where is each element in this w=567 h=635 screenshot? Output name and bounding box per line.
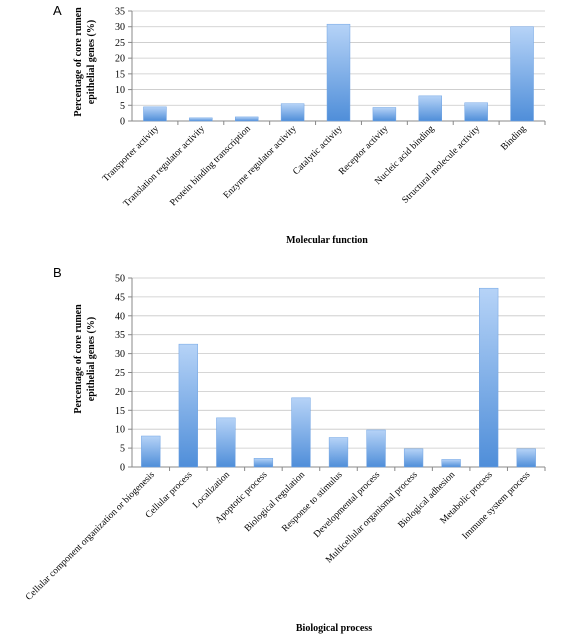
- panel-a-bar: [143, 106, 167, 122]
- panel-a-ytick-label: 30: [115, 22, 125, 33]
- panel-a-bar: [280, 103, 305, 122]
- panel-b-ytick-label: 10: [115, 425, 125, 436]
- panel-b-bar: [328, 437, 349, 468]
- panel-b-xlabel: Biological process: [296, 623, 372, 634]
- panel-b-ylabel-line-2: epithelial genes (%): [86, 317, 97, 401]
- panel-b-bar: [441, 459, 461, 468]
- panel-a-ytick-label: 0: [120, 117, 125, 128]
- panel-b-bar: [216, 417, 236, 468]
- panel-b-ytick-label: 45: [115, 292, 125, 303]
- panel-a-category-label: Binding: [499, 124, 528, 153]
- panel-b-category-label: Developmental process: [312, 470, 382, 540]
- panel-a-bar: [510, 26, 534, 122]
- panel-a-bar: [418, 95, 442, 122]
- panel-a-ytick-label: 20: [115, 54, 125, 65]
- panel-a-category-label: Protein binding transcription: [169, 124, 253, 208]
- panel-b-bar: [516, 448, 536, 468]
- panel-a-category-label: Structural molecule activity: [401, 124, 483, 206]
- panel-letter-a: A: [53, 3, 62, 18]
- panel-b-plot: 0 5 10 15 20 25 30 35 40 45 50 Cellular component o…: [24, 274, 546, 603]
- panel-b-bar: [366, 429, 386, 468]
- panel-b-ytick-label: 20: [115, 387, 125, 398]
- panel-b-ytick-label: 40: [115, 311, 125, 322]
- panel-a-ylabel-line-2: epithelial genes (%): [86, 20, 97, 104]
- panel-a-ylabel-line-1: Percentage of core rumen: [73, 7, 84, 117]
- panel-b-ytick-label: 30: [115, 349, 125, 360]
- panel-b-bar: [141, 435, 161, 468]
- panel-b-bar: [253, 458, 274, 468]
- panel-b-bar: [479, 287, 499, 468]
- panel-a-bar: [464, 102, 488, 122]
- panel-a-ytick-label: 35: [115, 7, 125, 18]
- panel-b-ytick-label: 25: [115, 368, 125, 379]
- panel-a-ytick-label: 15: [115, 69, 125, 80]
- panel-a-category-label: Receptor activity: [337, 124, 390, 177]
- panel-b-ytick-label: 35: [115, 330, 125, 341]
- panel-b-ytick-label: 50: [115, 274, 125, 285]
- panel-b-ytick-label: 0: [120, 463, 125, 474]
- panel-a-ytick-label: 10: [115, 85, 125, 96]
- panel-a-ytick-label: 5: [120, 101, 125, 112]
- panel-a-category-label: Catalytic activity: [291, 124, 344, 177]
- panel-b-bar: [403, 448, 424, 468]
- panel-b-category-label: Immune system process: [461, 470, 533, 542]
- panel-a-ytick-label: 25: [115, 38, 125, 49]
- panel-a-xlabel: Molecular function: [286, 235, 368, 246]
- panel-letter-b: B: [53, 265, 62, 280]
- panel-a-category-label: Translation regulator activity: [122, 124, 207, 209]
- panel-a-ylabel: Percentage of core rumen epithelial gene…: [73, 7, 97, 117]
- panel-b-bar: [178, 343, 198, 468]
- panel-b-category-label: Cellular component organization or bioge…: [24, 470, 157, 603]
- panel-a-bar: [189, 117, 213, 122]
- panel-a-bar: [235, 116, 259, 122]
- panel-b-ylabel: Percentage of core rumen epithelial gene…: [73, 304, 97, 414]
- panel-a-bar: [326, 23, 351, 122]
- panel-b-ylabel-line-1: Percentage of core rumen: [73, 304, 84, 414]
- panel-a-bar: [372, 107, 397, 122]
- panel-b-category-label: Localization: [191, 470, 232, 511]
- panel-b-ytick-label: 5: [120, 444, 125, 455]
- panel-b-bar: [291, 397, 311, 468]
- panel-b-ytick-label: 15: [115, 406, 125, 417]
